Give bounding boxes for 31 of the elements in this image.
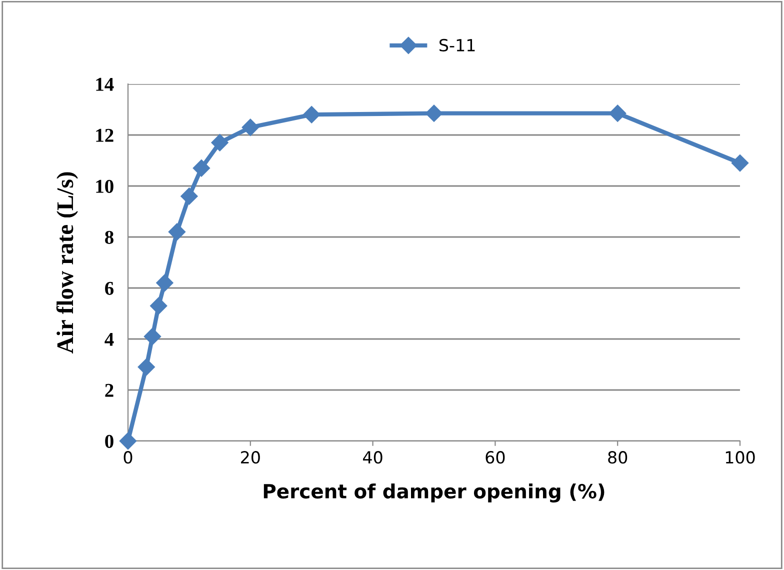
- legend-label: S-11: [440, 38, 475, 52]
- y-tick-label: 14: [96, 78, 114, 91]
- point: [192, 160, 210, 177]
- y-tick-label: 8: [105, 230, 114, 244]
- point: [425, 104, 443, 122]
- x-tick-label: 0: [124, 451, 132, 464]
- y-tick-label: 12: [96, 128, 114, 142]
- x-tick-label: 20: [241, 451, 260, 464]
- point: [156, 274, 174, 292]
- point: [168, 223, 186, 240]
- point: [211, 134, 228, 152]
- y-tick-label: 6: [105, 282, 114, 295]
- x-tick-label: 100: [726, 451, 755, 464]
- x-axis-title: Percent of damper opening (%): [264, 484, 604, 502]
- point: [144, 328, 162, 345]
- point: [731, 154, 749, 172]
- point: [180, 188, 198, 205]
- point: [150, 297, 168, 314]
- y-tick-label: 4: [104, 332, 114, 346]
- y-axis-title: Air flow rate (L/s): [56, 172, 78, 354]
- point: [609, 104, 626, 122]
- x-tick-label: 60: [486, 451, 505, 464]
- x-tick-label: 40: [363, 451, 382, 464]
- point: [138, 358, 155, 376]
- point: [119, 432, 137, 450]
- y-tick-label: 2: [105, 384, 114, 397]
- point: [303, 106, 320, 124]
- x-tick-label: 80: [608, 451, 628, 464]
- y-tick-label: 10: [96, 180, 114, 193]
- y-tick-label: 0: [105, 434, 114, 448]
- point: [242, 118, 259, 136]
